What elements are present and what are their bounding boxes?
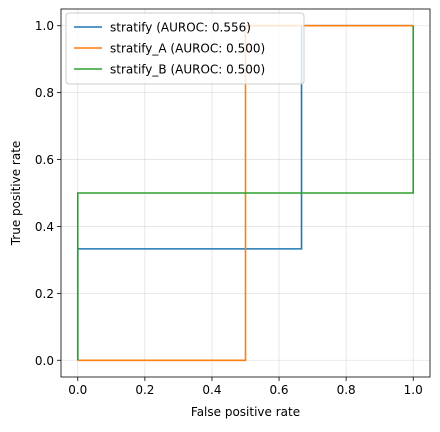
legend-entry: stratify_A (AUROC: 0.500) [110,42,265,56]
x-tick-label: 0.4 [202,383,221,397]
legend: stratify (AUROC: 0.556) stratify_A (AUROC… [65,12,305,85]
series-line-2 [76,25,415,361]
x-tick-label: 1.0 [404,383,423,397]
legend-box [65,12,305,85]
plot-frame [60,8,431,378]
series-lines [76,24,415,362]
legend-entry: stratify_B (AUROC: 0.500) [110,63,265,77]
y-tick-label: 0.4 [35,220,54,234]
x-tick-label: 0.8 [337,383,356,397]
y-tick-label: 0.0 [35,354,54,368]
legend-entry: stratify (AUROC: 0.556) [110,21,251,35]
x-tick-label: 0.2 [135,383,154,397]
y-tick-label: 0.6 [35,153,54,167]
y-tick-label: 0.2 [35,287,54,301]
y-axis-label: True positive rate [9,141,23,247]
y-tick-label: 1.0 [35,19,54,33]
x-tick-label: 0.0 [68,383,87,397]
x-tick-label: 0.6 [269,383,288,397]
x-axis-label: False positive rate [191,405,300,419]
axis-ticks: 0.0 0.2 0.4 0.6 0.8 1.0 0.0 0.2 0.4 0.6 0.8 1.0 [35,19,423,397]
y-tick-label: 0.8 [35,86,54,100]
